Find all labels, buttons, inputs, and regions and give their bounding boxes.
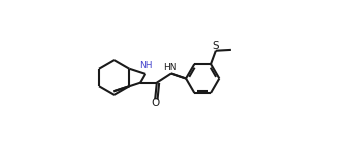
Text: NH: NH	[139, 61, 152, 70]
Text: HN: HN	[164, 63, 177, 72]
Text: S: S	[213, 41, 219, 51]
Text: O: O	[151, 98, 159, 108]
